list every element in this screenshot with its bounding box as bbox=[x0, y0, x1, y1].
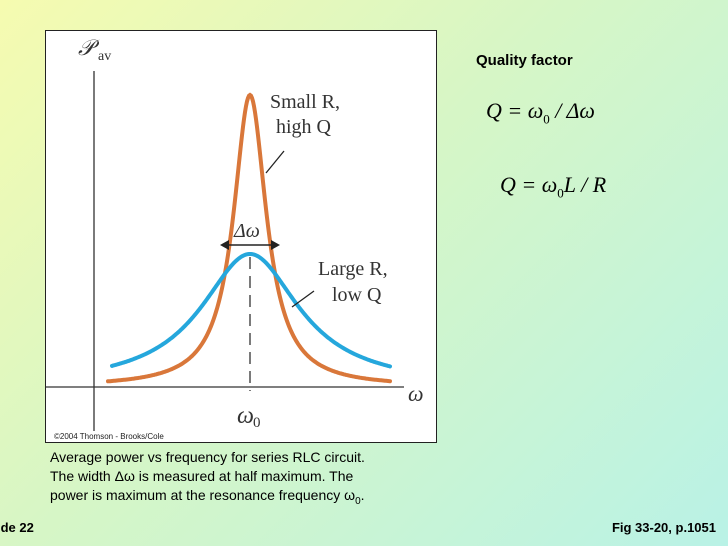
quality-factor-title: Quality factor bbox=[476, 52, 573, 69]
resonance-plot: 𝒫 av ω ω 0 Δω Small R, high Q Large R, l… bbox=[46, 35, 424, 431]
formula2-eq: = ω bbox=[515, 172, 558, 197]
high-q-label-line1: Small R, bbox=[270, 91, 340, 113]
quality-formula-1: Q = ω0 / Δω bbox=[486, 98, 595, 127]
figure-reference: Fig 33-20, p.1051 bbox=[611, 520, 716, 535]
formula1-lhs: Q bbox=[486, 98, 502, 123]
low-q-label-line2: low Q bbox=[332, 284, 382, 306]
formula1-rest: / Δω bbox=[549, 98, 595, 123]
y-axis-sub: av bbox=[98, 49, 111, 64]
x-axis-label: ω bbox=[408, 381, 424, 406]
low-q-curve bbox=[110, 252, 392, 369]
caption-line-3: power is maximum at the resonance freque… bbox=[50, 486, 470, 511]
caption-line-2c: is measured at half maximum. The bbox=[134, 468, 354, 484]
delta-omega-label: Δω bbox=[233, 220, 260, 242]
figure-caption: Average power vs frequency for series RL… bbox=[50, 448, 470, 511]
caption-line-3d: . bbox=[360, 487, 365, 503]
low-q-pointer bbox=[291, 290, 315, 308]
width-arrow-left-head bbox=[220, 240, 229, 250]
formula2-rest: L / R bbox=[563, 172, 607, 197]
slide-number: ide 22 bbox=[0, 520, 34, 535]
caption-line-2b: Δω bbox=[114, 468, 135, 484]
high-q-pointer bbox=[265, 150, 285, 174]
y-axis-label: 𝒫 bbox=[78, 35, 100, 60]
caption-line-2: The width Δω is measured at half maximum… bbox=[50, 467, 470, 486]
caption-line-2a: The width bbox=[50, 468, 115, 484]
high-q-label-line2: high Q bbox=[276, 116, 332, 138]
caption-line-3b: ω bbox=[344, 487, 356, 503]
width-arrow-right-head bbox=[271, 240, 280, 250]
resonance-figure: 𝒫 av ω ω 0 Δω Small R, high Q Large R, l… bbox=[45, 30, 437, 443]
low-q-label-line1: Large R, bbox=[318, 258, 388, 280]
omega0-sub: 0 bbox=[253, 415, 261, 431]
high-q-curve bbox=[106, 92, 392, 384]
formula1-eq: = ω bbox=[501, 98, 544, 123]
caption-line-3a: power is maximum at the resonance freque… bbox=[50, 487, 345, 503]
formula2-lhs: Q bbox=[500, 172, 516, 197]
caption-line-3c: 0 bbox=[355, 495, 361, 507]
omega0-label: ω bbox=[237, 403, 254, 429]
formula2-sub: 0 bbox=[557, 185, 564, 201]
caption-line-1: Average power vs frequency for series RL… bbox=[50, 449, 365, 465]
quality-formula-2: Q = ω0L / R bbox=[500, 172, 606, 201]
copyright-text: ©2004 Thomson - Brooks/Cole bbox=[54, 432, 164, 441]
formula1-sub: 0 bbox=[543, 111, 550, 127]
